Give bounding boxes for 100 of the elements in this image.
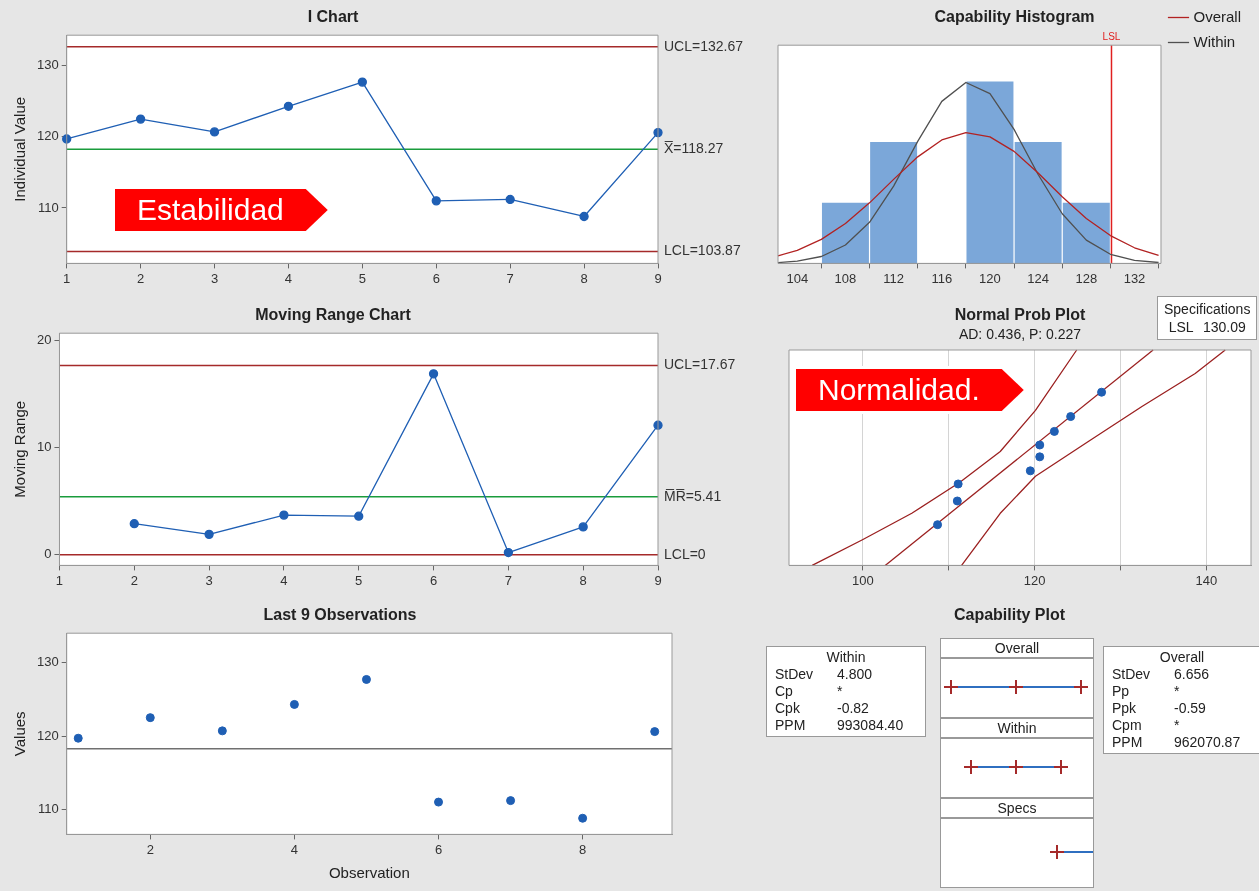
- x-tick-label: 116: [931, 270, 953, 286]
- y-tick-label: 120: [36, 727, 59, 743]
- y-tick-label: 10: [36, 439, 52, 455]
- x-tick-label: 4: [280, 572, 288, 588]
- point: [217, 726, 227, 736]
- text: StDev: [775, 666, 815, 683]
- ref-line-label: UCL=132.67: [664, 37, 744, 54]
- point: [1066, 412, 1076, 422]
- ref-line-label: UCL=17.67: [664, 356, 736, 373]
- x-tick-label: 7: [506, 270, 514, 286]
- x-tick-label: 100: [852, 572, 874, 588]
- x-tick-label: 6: [432, 270, 440, 286]
- point: [73, 733, 83, 743]
- x-tick-label: 8: [579, 841, 587, 857]
- x-tick-label: 2: [136, 270, 145, 286]
- point: [505, 194, 515, 205]
- x-tick-label: 104: [786, 270, 809, 286]
- x-tick-label: 124: [1027, 270, 1049, 286]
- x-tick-label: 3: [205, 572, 213, 588]
- x-tick-label: 2: [130, 572, 138, 588]
- legend-label: Within: [1193, 32, 1236, 50]
- point: [578, 522, 588, 532]
- y-tick-label: 120: [36, 128, 59, 144]
- y-tick-label: 0: [44, 546, 52, 562]
- point: [357, 77, 367, 87]
- point: [578, 813, 588, 823]
- text: *: [837, 683, 843, 700]
- y-axis-title: Individual Value: [11, 96, 29, 202]
- ref-line-label: LSL: [1102, 30, 1121, 42]
- x-tick-label: 5: [355, 572, 363, 588]
- point: [145, 713, 155, 723]
- x-tick-label: 4: [290, 841, 299, 857]
- text: -0.82: [837, 700, 869, 717]
- chart-title: Moving Range Chart: [255, 306, 412, 324]
- x-tick-label: 3: [210, 270, 219, 286]
- chart-title: Normal Prob Plot: [954, 306, 1087, 324]
- x-tick-label: 8: [579, 572, 587, 588]
- point: [1025, 466, 1035, 476]
- point: [953, 479, 963, 489]
- ref-line-label: M̅R̅=5.41: [664, 487, 722, 504]
- y-axis-title: Values: [11, 711, 29, 757]
- text: Capability Plot: [952, 606, 1067, 624]
- text: Cp: [775, 683, 794, 700]
- x-tick-label: 1: [63, 270, 71, 286]
- text: 993084.40: [837, 717, 904, 734]
- x-tick-label: 120: [1023, 572, 1046, 588]
- x-tick-label: 1: [55, 572, 64, 588]
- x-tick-label: 2: [146, 841, 154, 857]
- text: LSL 130.09: [1167, 318, 1247, 336]
- x-axis-title: Observation: [328, 864, 410, 882]
- x-tick-label: 6: [434, 841, 443, 857]
- point: [431, 196, 441, 206]
- text: Cpk: [775, 700, 801, 717]
- point: [428, 369, 439, 379]
- point: [283, 101, 294, 111]
- text: Ppk: [1112, 700, 1138, 717]
- point: [129, 519, 139, 529]
- point: [204, 529, 214, 540]
- text: Within: [825, 649, 867, 666]
- x-tick-label: 5: [358, 270, 366, 286]
- chart-title: Capability Histogram: [934, 8, 1095, 26]
- point: [1097, 387, 1107, 397]
- point: [650, 727, 660, 737]
- text: Within: [940, 718, 1094, 738]
- text: Specs: [940, 798, 1094, 818]
- text: PPM: [775, 717, 807, 734]
- x-tick-label: 9: [654, 270, 662, 286]
- text: 4.800: [837, 666, 873, 683]
- point: [354, 511, 364, 521]
- arrow-sign: Estabilidad: [112, 186, 331, 234]
- text: StDev: [1112, 666, 1152, 683]
- text: *: [1174, 717, 1180, 734]
- ref-line-label: LCL=0: [664, 545, 706, 562]
- point: [361, 674, 371, 684]
- text: -0.59: [1174, 700, 1206, 717]
- x-tick-label: 120: [979, 270, 1001, 286]
- x-tick-label: 4: [284, 270, 293, 286]
- text: PPM: [1112, 734, 1144, 751]
- text: *: [1174, 683, 1180, 700]
- x-tick-label: 9: [654, 572, 662, 588]
- ref-line-label: LCL=103.87: [664, 242, 741, 259]
- y-tick-label: 110: [37, 199, 59, 215]
- text: 962070.87: [1174, 734, 1241, 751]
- y-axis-title: Moving Range: [11, 400, 29, 498]
- chart-title: I Chart: [307, 8, 360, 26]
- chart-subtitle: AD: 0.436, P: 0.227: [958, 326, 1082, 343]
- x-tick-label: 112: [883, 270, 904, 286]
- point: [1049, 426, 1059, 436]
- x-tick-label: 108: [834, 270, 857, 286]
- text: Cpm: [1112, 717, 1143, 734]
- point: [135, 114, 146, 124]
- text: 6.656: [1174, 666, 1210, 683]
- point: [506, 796, 516, 806]
- x-tick-label: 6: [429, 572, 438, 588]
- point: [503, 547, 514, 558]
- y-tick-label: 110: [37, 801, 59, 817]
- ref-line-label: X̅=118.27: [663, 140, 724, 157]
- x-tick-label: 8: [580, 270, 588, 286]
- x-tick-label: 7: [504, 572, 512, 588]
- chart-title: Last 9 Observations: [263, 606, 417, 624]
